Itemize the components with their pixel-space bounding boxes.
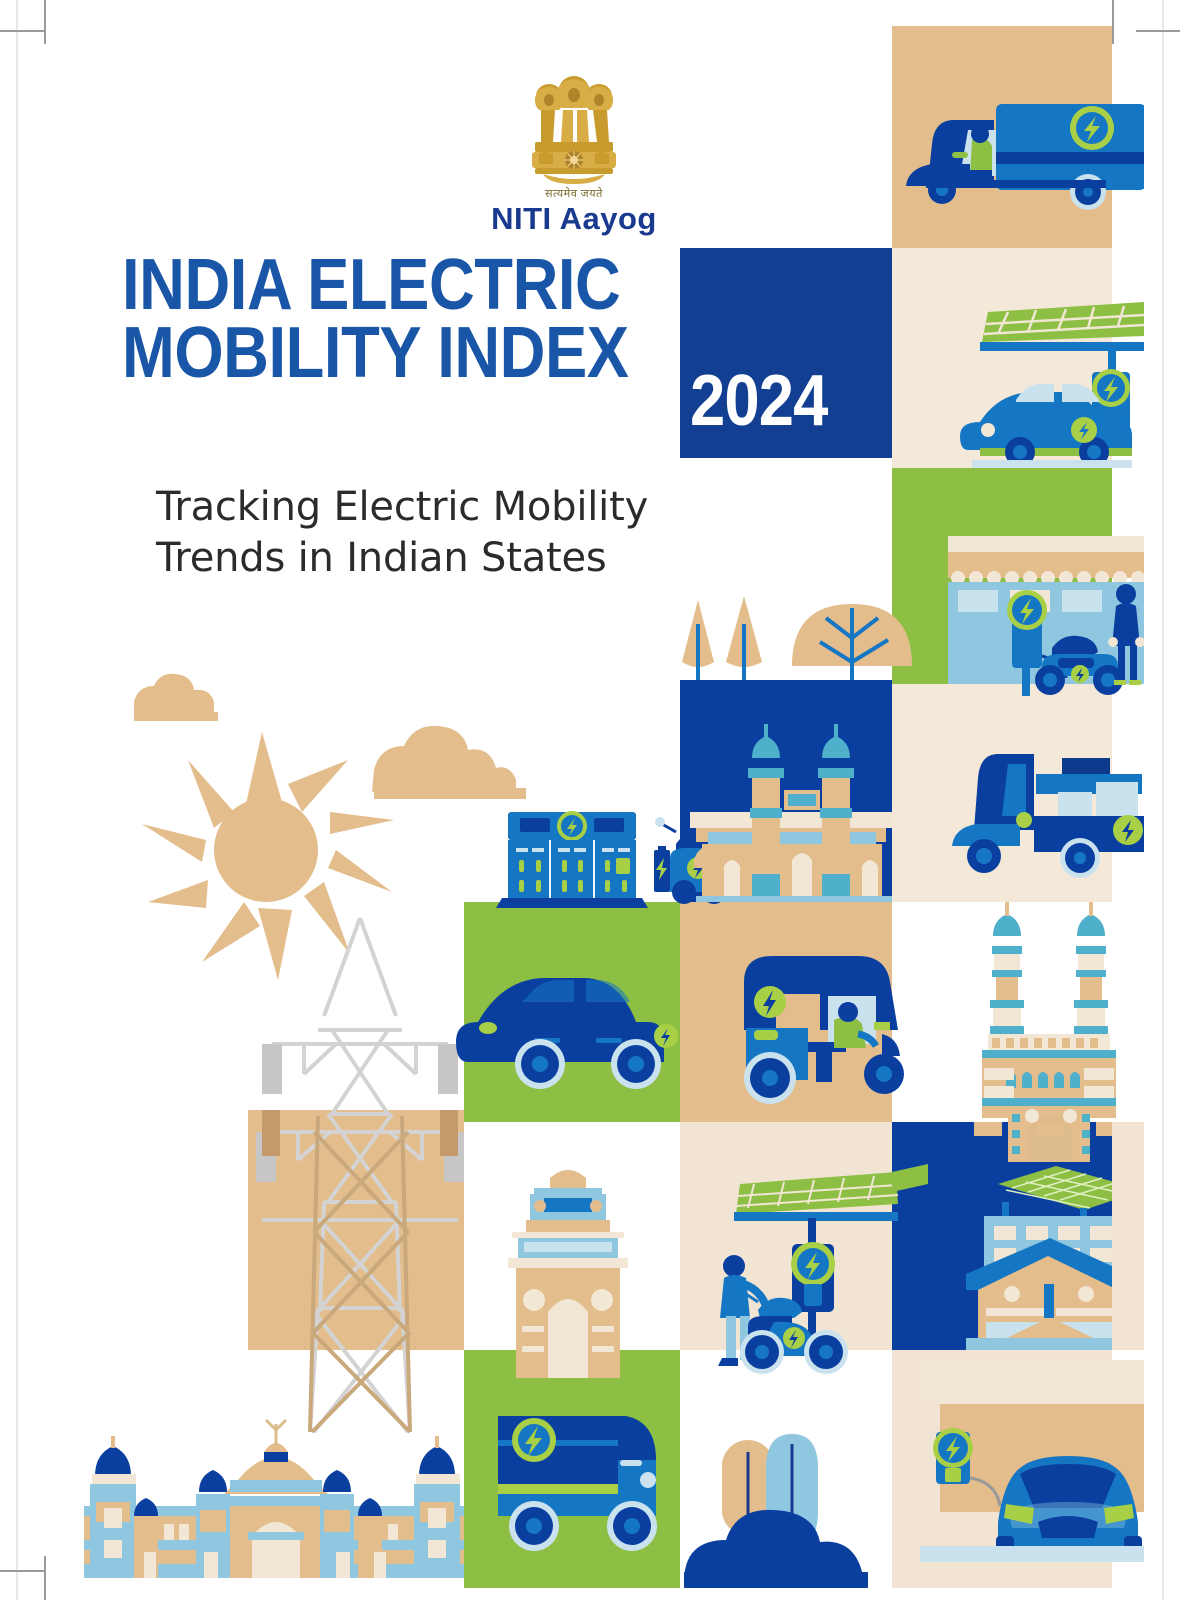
india-gate-illustration xyxy=(508,1170,628,1378)
subtitle-line-1: Tracking Electric Mobility xyxy=(156,484,649,530)
trees-and-shrubs-illustration xyxy=(684,1434,868,1588)
crop-mark-top-right-horizontal xyxy=(1136,30,1180,32)
transmission-tower-insulator-caps xyxy=(256,1044,464,1182)
e-cargo-rickshaw-illustration xyxy=(906,104,1144,210)
subtitle-line-2: Trends in Indian States xyxy=(156,535,607,582)
title-year: 2024 xyxy=(690,361,828,441)
solar-charging-post-scooter-illustration xyxy=(718,1172,899,1374)
tile-cream-right-strip xyxy=(1112,1122,1144,1350)
title-line-2: MOBILITY INDEX xyxy=(122,312,629,393)
gateway-of-india-illustration xyxy=(690,724,892,902)
crop-mark-top-left-vertical xyxy=(44,0,46,44)
title-line-1: INDIA ELECTRIC xyxy=(122,245,621,325)
cover-illustration-board: .db{fill:#0a3fa0}.mb{fill:#1577c4}.lb{fi… xyxy=(36,12,1144,1588)
page-right-edge xyxy=(1162,0,1164,1600)
sun-and-clouds-illustration xyxy=(134,673,526,980)
electric-auto-rickshaw-illustration xyxy=(744,956,904,1104)
niti-aayog-logo: सत्यमेव जयते NITI Aayog xyxy=(484,70,664,236)
palace-skyline-illustration xyxy=(84,1418,464,1578)
cover-title: INDIA ELECTRIC MOBILITY INDEX xyxy=(122,245,942,393)
crop-mark-bottom-left-horizontal xyxy=(0,1570,44,1572)
transmission-tower-lower-legs xyxy=(308,1115,412,1434)
transmission-tower-base-caps xyxy=(262,1110,458,1156)
solar-canopy-car-charging-illustration xyxy=(960,302,1144,468)
transmission-tower-illustration xyxy=(262,917,458,1434)
covered-car-charging-bay-illustration xyxy=(920,1360,1144,1562)
scooter-charging-at-shopfront-illustration xyxy=(948,536,1144,696)
electric-delivery-truck-illustration xyxy=(498,1416,657,1551)
emblem-motto-text: सत्यमेव जयते xyxy=(545,188,603,200)
crop-mark-top-right-vertical xyxy=(1112,0,1114,44)
crop-mark-top-left-horizontal xyxy=(0,30,44,32)
title-accent-block xyxy=(680,248,892,458)
page-left-edge xyxy=(16,0,18,1600)
illustration-svg-layer: .db{fill:#0a3fa0}.mb{fill:#1577c4}.lb{fi… xyxy=(84,104,1144,1588)
cover-subtitle: Tracking Electric Mobility Trends in Ind… xyxy=(156,482,756,584)
niti-aayog-wordmark: NITI Aayog xyxy=(491,201,657,236)
ashoka-lion-capital-emblem-icon xyxy=(532,76,616,184)
crop-mark-bottom-left-vertical xyxy=(44,1556,46,1600)
trees-above-gateway-illustration xyxy=(680,596,912,688)
electric-car-illustration xyxy=(456,978,678,1089)
e-cargo-loader-illustration xyxy=(952,754,1144,878)
